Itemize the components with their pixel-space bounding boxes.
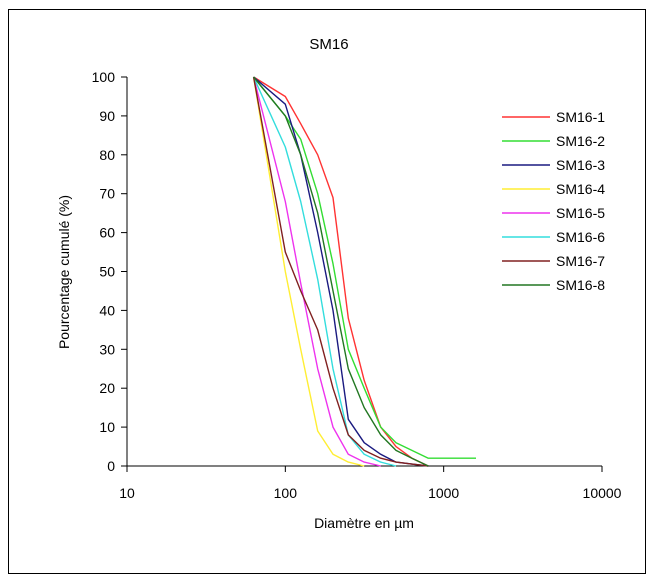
- y-tick-label: 50: [99, 264, 115, 280]
- chart-frame: [8, 9, 646, 574]
- y-tick-label: 70: [99, 186, 115, 202]
- series-line-sm16-5: [252, 76, 381, 467]
- y-ticks: 0 10 20 30 40 50 60 70 80 90 100: [92, 69, 127, 474]
- legend-label: SM16-3: [556, 157, 605, 173]
- legend-label: SM16-8: [556, 277, 605, 293]
- series-line-sm16-2: [253, 76, 476, 459]
- y-tick-label: 80: [99, 147, 115, 163]
- y-tick-label: 40: [99, 302, 115, 318]
- legend-label: SM16-7: [556, 253, 605, 269]
- legend-label: SM16-1: [556, 109, 605, 125]
- y-tick-label: 10: [99, 419, 115, 435]
- x-tick-label: 10: [119, 485, 135, 501]
- series-line-sm16-8: [253, 76, 429, 467]
- series-line-sm16-6: [252, 76, 397, 467]
- y-tick-label: 100: [92, 69, 116, 85]
- series-line-sm16-7: [252, 76, 429, 467]
- x-ticks: 10 100 1000 10000: [119, 466, 622, 501]
- legend-label: SM16-4: [556, 181, 605, 197]
- chart-title: SM16: [309, 36, 348, 53]
- y-tick-label: 20: [99, 380, 115, 396]
- series-line-sm16-4: [252, 76, 365, 467]
- x-tick-label: 1000: [428, 485, 459, 501]
- y-tick-label: 0: [107, 458, 115, 474]
- legend-label: SM16-2: [556, 133, 605, 149]
- series-line-sm16-1: [253, 76, 429, 467]
- series-lines: [252, 76, 476, 467]
- y-tick-label: 60: [99, 225, 115, 241]
- y-tick-label: 90: [99, 108, 115, 124]
- legend: SM16-1 SM16-2 SM16-3 SM16-4 SM16-5 SM16-6 SM16…: [502, 109, 605, 293]
- x-tick-label: 100: [274, 485, 298, 501]
- legend-label: SM16-6: [556, 229, 605, 245]
- y-axis-label: Pourcentage cumulé (%): [56, 195, 72, 349]
- y-tick-label: 30: [99, 341, 115, 357]
- x-axis-label: Diamètre en µm: [314, 515, 414, 531]
- x-tick-label: 10000: [583, 485, 622, 501]
- legend-label: SM16-5: [556, 205, 605, 221]
